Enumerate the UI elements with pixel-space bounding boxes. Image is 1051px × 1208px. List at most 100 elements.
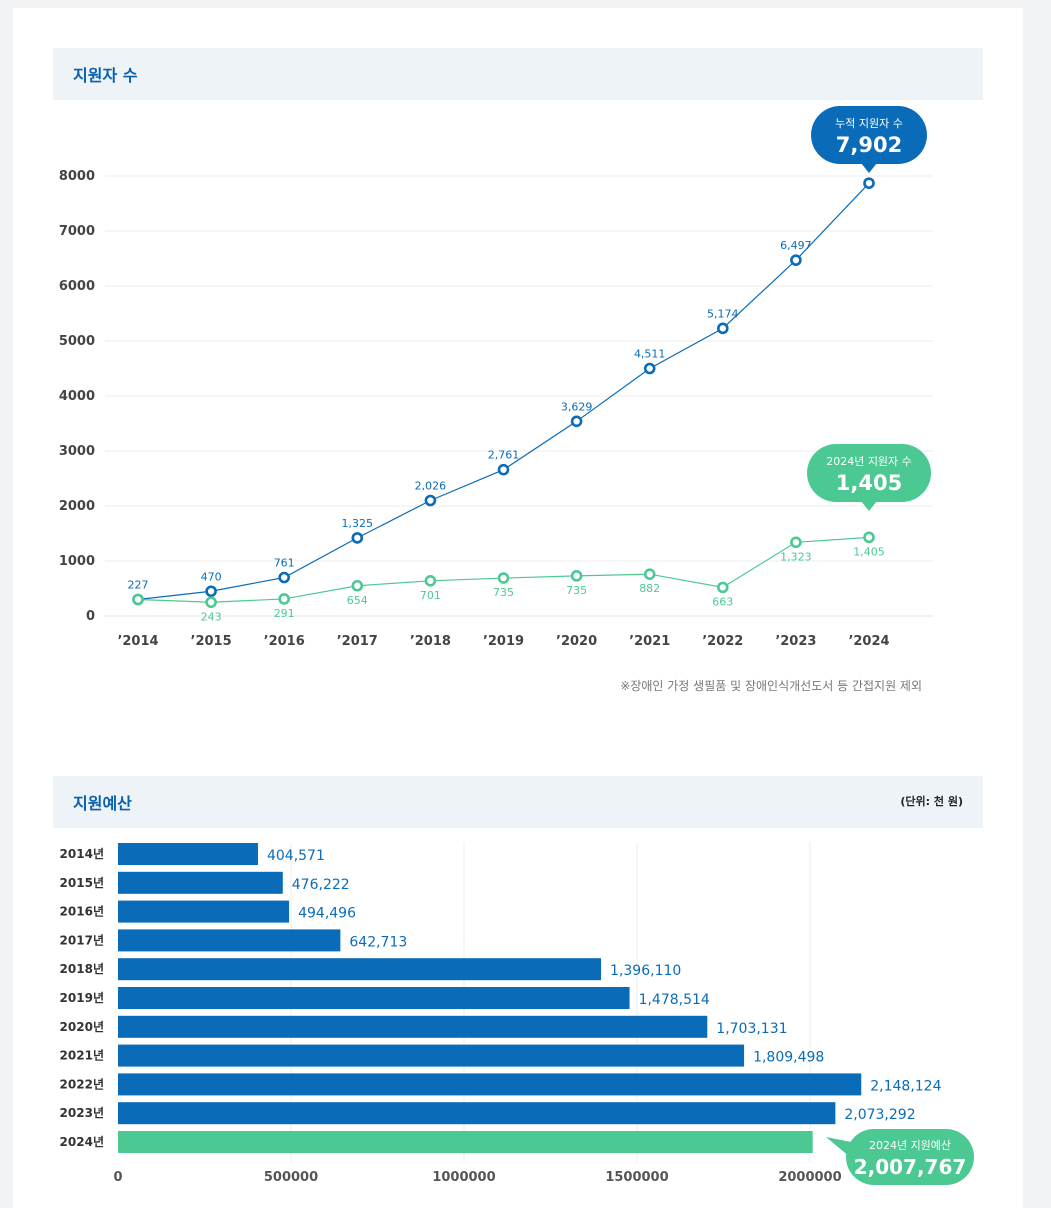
data-label: 882 [639, 582, 660, 595]
bar-value-label: 1,478,514 [639, 992, 710, 1008]
x-tick-label: ’2021 [629, 634, 670, 649]
y-tick-label: 8000 [59, 169, 95, 184]
callout-total-label: 누적 지원자 수 [835, 117, 903, 130]
x-tick-label: 500000 [264, 1170, 318, 1185]
applicants-title: 지원자 수 [73, 66, 138, 85]
bar [118, 1044, 745, 1067]
data-point [424, 574, 437, 587]
data-label: 1,323 [780, 550, 812, 563]
x-tick-label: ’2014 [117, 634, 158, 649]
data-label: 5,174 [707, 307, 739, 320]
x-tick-label: ’2022 [702, 634, 743, 649]
bar [118, 987, 630, 1009]
data-point [497, 572, 510, 584]
data-label: 1,325 [342, 517, 374, 530]
data-label: 735 [566, 584, 587, 597]
y-tick-label: 6000 [59, 279, 95, 294]
budget-callout-label: 2024년 지원예산 [869, 1139, 951, 1152]
bar-value-label: 404,571 [267, 848, 325, 864]
data-label: 470 [201, 570, 222, 583]
data-point [570, 415, 583, 428]
bar [118, 871, 283, 894]
data-label: 654 [347, 594, 368, 607]
x-tick-label: ’2020 [556, 634, 597, 649]
bar [118, 958, 602, 981]
data-label: 735 [493, 586, 514, 599]
y-category-label: 2018년 [60, 962, 104, 976]
data-point [716, 322, 729, 335]
y-category-label: 2022년 [60, 1077, 104, 1091]
data-point [132, 593, 144, 606]
data-label: 761 [274, 557, 295, 570]
callout-year-label: 2024년 지원자 수 [826, 455, 912, 468]
data-point [497, 463, 510, 476]
applicants-line-chart: 0 1000 2000 3000 4000 5000 6000 7000 8000 ’2014 ’2… [59, 106, 933, 649]
callout-year-pointer [861, 501, 877, 511]
x-tick-label: 1000000 [432, 1170, 495, 1185]
y-category-label: 2016년 [60, 905, 104, 919]
y-tick-label: 3000 [59, 444, 95, 459]
data-point [351, 532, 364, 544]
callout-total-value: 7,902 [836, 133, 902, 157]
budget-callout: 2024년 지원예산 2,007,767 [826, 1129, 974, 1185]
callout-year: 2024년 지원자 수 1,405 [807, 444, 931, 511]
highlight-bar [118, 1131, 813, 1153]
y-category-label: 2020년 [60, 1020, 104, 1034]
callout-total: 누적 지원자 수 7,902 [811, 106, 927, 173]
y-category-label: 2021년 [60, 1049, 104, 1063]
data-point [351, 579, 364, 592]
bar-value-label: 1,703,131 [716, 1021, 787, 1037]
x-tick-label: 2000000 [778, 1170, 841, 1185]
data-point [278, 593, 291, 605]
y-category-label: 2023년 [60, 1106, 104, 1120]
budget-title: 지원예산 [73, 794, 132, 813]
x-tick-label: ’2019 [483, 634, 524, 649]
bar-value-label: 476,222 [292, 877, 350, 893]
bar [118, 1015, 708, 1038]
data-label: 663 [712, 595, 733, 608]
data-point [863, 177, 875, 189]
data-label: 1,405 [853, 545, 885, 558]
data-label: 2,026 [415, 480, 447, 493]
callout-year-bubble [807, 444, 931, 502]
bar [118, 900, 290, 923]
x-tick-label: ’2017 [337, 634, 378, 649]
data-label: 6,497 [780, 239, 812, 252]
data-point [643, 568, 656, 581]
cumulative-line [137, 182, 870, 601]
bar-value-label: 2,073,292 [844, 1107, 915, 1123]
bar [118, 1073, 862, 1096]
data-label: 4,511 [634, 348, 666, 361]
applicants-note: ※장애인 가정 생필품 및 장애인식개선도서 등 간접지원 제외 [620, 679, 922, 693]
x-tick-label: ’2016 [264, 634, 305, 649]
data-point [716, 581, 729, 594]
data-point [643, 362, 656, 375]
data-point [790, 254, 802, 266]
x-tick-label: 1500000 [605, 1170, 668, 1185]
bar-value-label: 494,496 [298, 906, 356, 922]
applicants-header: 지원자 수 [53, 48, 983, 100]
bar-value-label: 1,396,110 [610, 963, 681, 979]
y-tick-label: 2000 [59, 499, 95, 514]
x-tick-label: ’2015 [191, 634, 232, 649]
data-point [278, 571, 291, 584]
x-tick-label: ’2024 [848, 634, 889, 649]
data-label: 227 [128, 579, 149, 592]
data-point [205, 596, 217, 609]
y-tick-label: 4000 [59, 389, 95, 404]
budget-header: 지원예산 (단위: 천 원) [53, 776, 983, 828]
callout-year-value: 1,405 [836, 471, 902, 495]
data-point [570, 570, 583, 582]
y-tick-label: 5000 [59, 334, 95, 349]
y-category-label: 2019년 [60, 991, 104, 1005]
x-tick-label: 0 [113, 1170, 122, 1185]
data-label: 2,761 [488, 449, 520, 462]
data-point [863, 531, 875, 544]
bar-value-label: 2,148,124 [870, 1078, 941, 1094]
budget-unit: (단위: 천 원) [900, 795, 963, 808]
y-tick-label: 7000 [59, 224, 95, 239]
data-label: 291 [274, 607, 295, 620]
budget-callout-value: 2,007,767 [854, 1155, 967, 1179]
bar-value-label: 642,713 [349, 934, 407, 950]
data-point [424, 494, 437, 507]
